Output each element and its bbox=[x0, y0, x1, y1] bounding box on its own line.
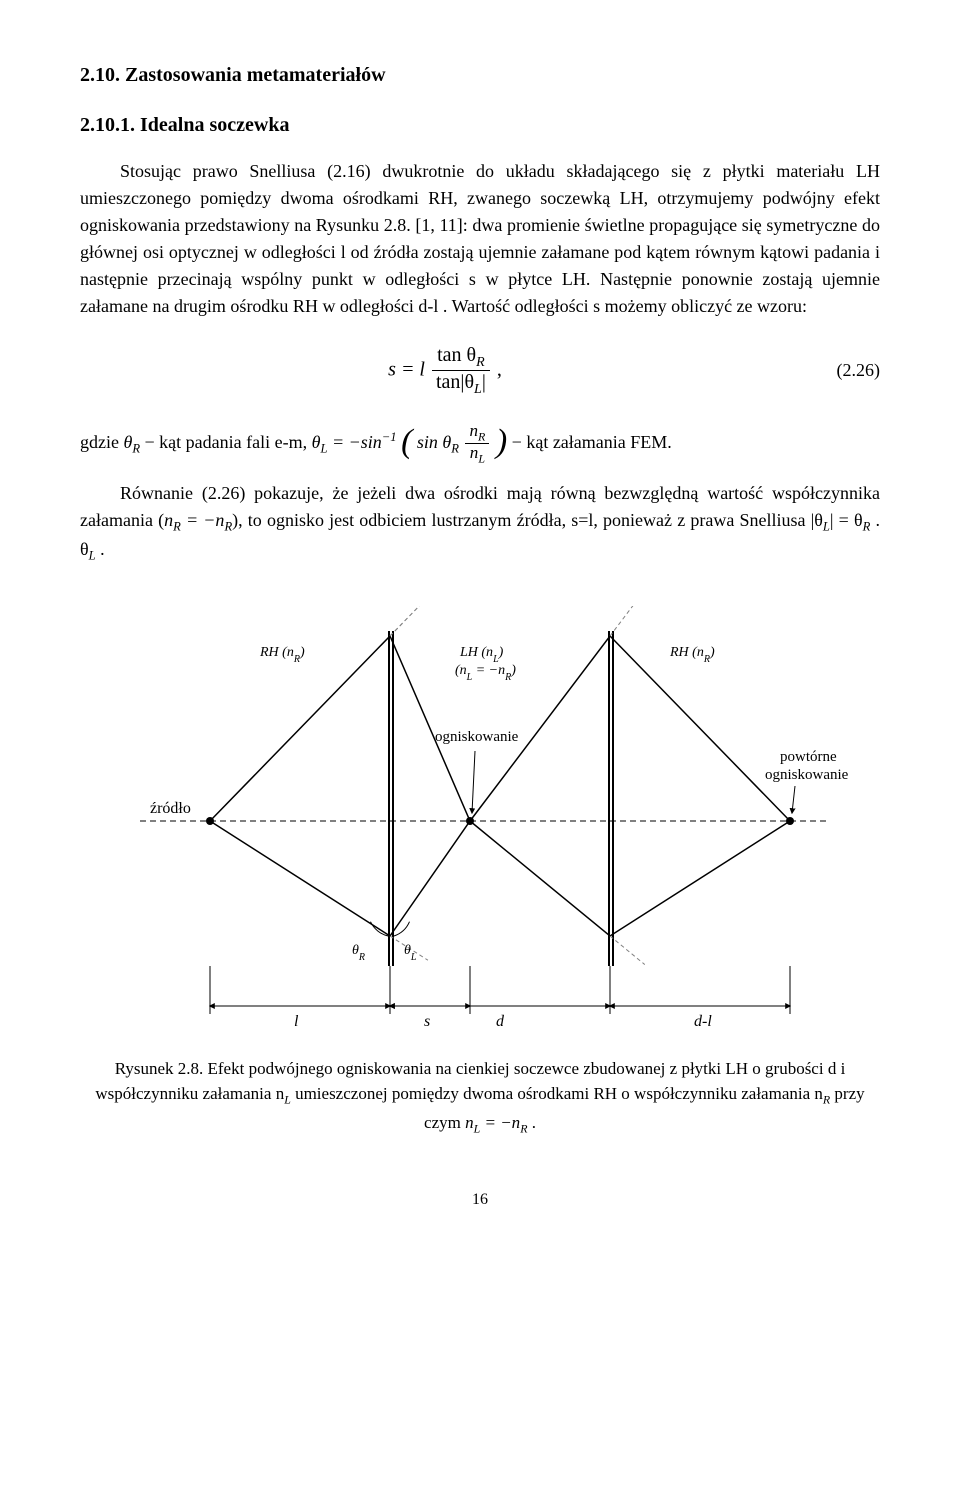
svg-text:powtórne: powtórne bbox=[780, 749, 837, 765]
eq-fraction: tan θR tan|θL| bbox=[432, 344, 490, 398]
eq-den-sub: L bbox=[474, 382, 482, 397]
svg-text:d: d bbox=[496, 1013, 505, 1030]
lens-diagram: RH (nR) LH (nL)(nL = −nR) RH (nR) źródło ogn… bbox=[110, 606, 850, 1036]
p2-post: − kąt załamania FEM. bbox=[512, 432, 672, 452]
eq-den: tan|θ bbox=[436, 371, 474, 393]
section-heading: 2.10. Zastosowania metamateriałów bbox=[80, 60, 880, 90]
p2-thetaR: θR bbox=[123, 432, 144, 452]
equation-body: s = l tan θR tan|θL| , bbox=[80, 344, 810, 398]
svg-text:s: s bbox=[424, 1013, 430, 1030]
svg-text:ogniskowanie: ogniskowanie bbox=[435, 729, 519, 745]
p2-thetaL-def: θL = −sin−1 ( sin θR nR nL ) bbox=[312, 432, 512, 452]
svg-text:RH (nR): RH (nR) bbox=[259, 645, 305, 665]
eq-num: tan θ bbox=[437, 344, 476, 366]
paragraph-3: Równanie (2.26) pokazuje, że jeżeli dwa … bbox=[80, 480, 880, 566]
eq-num-sub: R bbox=[476, 355, 485, 370]
eq-tail: , bbox=[497, 358, 502, 380]
eq-den-close: | bbox=[482, 371, 486, 393]
p2-pre: gdzie bbox=[80, 432, 123, 452]
svg-text:ogniskowanie: ogniskowanie bbox=[765, 767, 849, 783]
paragraph-1: Stosując prawo Snelliusa (2.16) dwukrotn… bbox=[80, 158, 880, 320]
svg-text:(nL = −nR): (nL = −nR) bbox=[455, 663, 516, 683]
svg-text:θL: θL bbox=[404, 943, 417, 963]
paragraph-2: gdzie θR − kąt padania fali e-m, θL = −s… bbox=[80, 422, 880, 466]
p3d: ), to ognisko jest odbiciem lustrzanym ź… bbox=[232, 510, 823, 530]
p2-mid1: − kąt padania fali e-m, bbox=[145, 432, 312, 452]
figure-caption: Rysunek 2.8. Efekt podwójnego ogniskowan… bbox=[80, 1056, 880, 1138]
eq-lhs: s = l bbox=[388, 358, 425, 380]
subsection-heading: 2.10.1. Idealna soczewka bbox=[80, 110, 880, 140]
svg-text:źródło: źródło bbox=[150, 800, 191, 817]
svg-text:RH (nR): RH (nR) bbox=[669, 645, 715, 665]
equation-2-26: s = l tan θR tan|θL| , (2.26) bbox=[80, 344, 880, 398]
svg-text:LH (nL): LH (nL) bbox=[459, 645, 504, 665]
svg-text:θR: θR bbox=[352, 943, 365, 963]
svg-text:d-l: d-l bbox=[694, 1013, 712, 1030]
svg-text:l: l bbox=[294, 1013, 299, 1030]
figure-2-8: RH (nR) LH (nL)(nL = −nR) RH (nR) źródło ogn… bbox=[80, 606, 880, 1036]
equation-number: (2.26) bbox=[810, 357, 880, 384]
page-number: 16 bbox=[80, 1188, 880, 1212]
